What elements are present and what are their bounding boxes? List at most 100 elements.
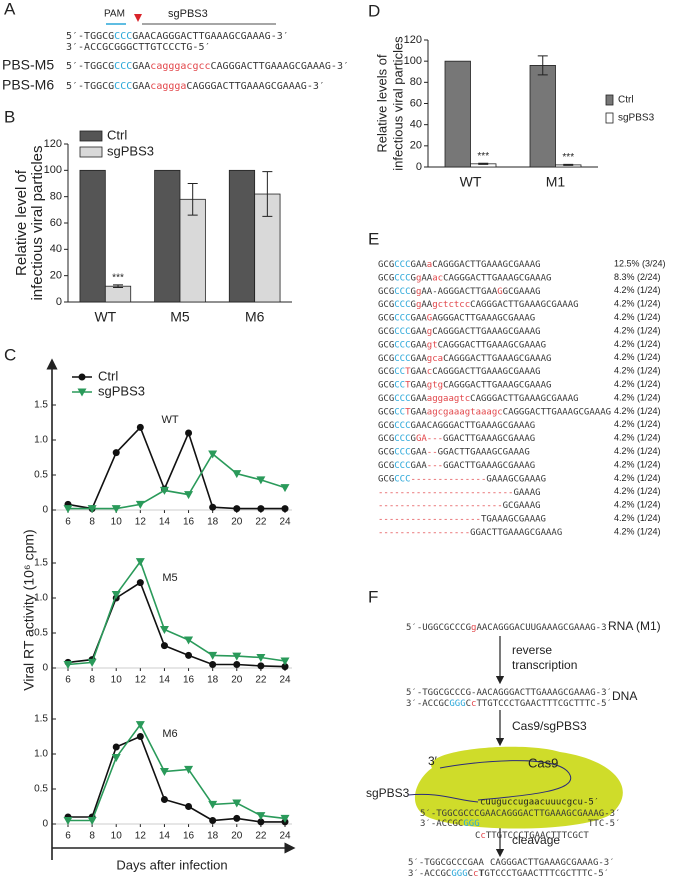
sequence-part: GGACTTGAAAGCGAAAG (443, 461, 535, 471)
sequence: GCGCCCGGA---GGACTTGAAAGCGAAAG (378, 434, 535, 444)
marker (184, 765, 194, 774)
sequence-part: GCG (378, 353, 394, 363)
marker (208, 450, 218, 459)
bar (529, 65, 556, 168)
marker (256, 654, 266, 662)
frequency: 4.2% (1/24) (614, 513, 661, 523)
sequence-part: G (427, 313, 432, 323)
marker (87, 817, 97, 825)
marker (112, 449, 120, 457)
sequence-part: CAGGGACTTGAAAGCGAAAG-3′ (186, 81, 324, 92)
sequence-part: T (405, 380, 411, 390)
error-bar (187, 183, 198, 216)
sequence-part: 5′-TGGCG (66, 61, 114, 72)
dna-label: DNA (612, 689, 637, 703)
sequence-part: CAGGGACTTGAAAGCGAAAG-3′ (211, 61, 349, 72)
mutant-name: PBS-M6 (2, 77, 54, 93)
marker (112, 743, 120, 751)
y-tick-label: 120 (44, 138, 62, 150)
y-tick-label: 100 (404, 55, 422, 67)
y-tick-label: 120 (404, 34, 422, 46)
marker (256, 812, 266, 821)
bar (228, 169, 256, 303)
sequence-part: CAGGGACTTGAAAGCGAAAG (432, 260, 540, 270)
sequence-part: CCC (394, 420, 410, 430)
sequence: -----------------GGACTTGAAAGCGAAAG (378, 528, 562, 538)
sequence-part: ------------------------- (378, 487, 513, 497)
y-tick-label: 0 (416, 161, 422, 173)
frequency: 4.2% (1/24) (614, 352, 661, 362)
x-tick-label: 22 (255, 517, 267, 528)
legend-swatch (605, 112, 614, 124)
sequence-part: 5′-TGGCG (66, 81, 114, 92)
y-tick-label: 0 (56, 296, 62, 308)
y-tick-label: 1.5 (34, 400, 48, 411)
y-tick-label: 20 (50, 270, 62, 282)
x-tick-label: 20 (231, 831, 243, 842)
guide-label: sgPBS3 (366, 786, 410, 800)
line (68, 735, 285, 823)
sequence-part: GAA (411, 260, 428, 270)
sequence-part: CAGGGACTTGAAAGCGAAAG-3′ (490, 858, 615, 868)
sequence: -----------------------GCGAAAG (378, 501, 541, 511)
marker (209, 661, 217, 668)
x-tick-label: M6 (245, 309, 265, 325)
legend-label: sgPBS3 (98, 383, 145, 398)
marker (256, 476, 266, 485)
significance: *** (562, 152, 574, 163)
sequence-part: GAA (411, 313, 428, 323)
marker (111, 754, 121, 762)
panel-label: F (368, 587, 378, 606)
x-tick-label: 12 (135, 517, 147, 528)
panel-label: B (4, 107, 15, 126)
sequence-part: c (480, 831, 485, 841)
y-axis-label: Relative levels of (374, 54, 389, 153)
sequence-part: GCGAAAG (503, 286, 541, 296)
sequence-part: 3′-ACCGC (420, 819, 463, 829)
y-tick-label: 80 (50, 191, 62, 203)
y-tick-label: 60 (410, 97, 422, 109)
sequence: GCGCCCGAACAGGGACTTGAAAGCGAAAG (378, 420, 535, 430)
sequence-part: c (427, 367, 432, 377)
sequence-part: GAA (411, 353, 428, 363)
sequence: GCGCCCGAAGAGGGACTTGAAAGCGAAAG (378, 313, 535, 323)
frequency: 4.2% (1/24) (614, 459, 661, 469)
bar (104, 285, 132, 303)
marker (63, 505, 73, 514)
marker (209, 503, 217, 511)
marker (280, 484, 290, 493)
y-axis-label: Relative level of (13, 169, 30, 276)
sequence-part: CAGGGACTTGAAAGCGAAAG (443, 273, 551, 283)
significance: *** (477, 151, 489, 162)
y-tick-label: 0.5 (34, 470, 48, 481)
sequence-part: g (471, 623, 476, 633)
marker (185, 803, 193, 810)
marker (87, 505, 97, 514)
sequence-part: gtg (427, 380, 443, 390)
frequency: 4.2% (1/24) (614, 526, 661, 536)
marker (185, 429, 193, 437)
sequence-part: CC (394, 407, 405, 417)
guide-end: 3′ (428, 754, 438, 768)
sequence-part: GCG (378, 407, 394, 417)
sequence-part: CAGGGACTTGAAAGCGAAAG (432, 367, 540, 377)
marker (160, 642, 168, 650)
marker (233, 505, 241, 513)
sequence-part: G (497, 286, 502, 296)
sequence-part: GCG (378, 260, 394, 270)
marker (135, 558, 145, 567)
marker (233, 661, 241, 668)
sequence-part: 3′-ACCGCGGGCTTGTCCCTG-5′ (66, 42, 211, 53)
sequence: GCGCCCGAAgCAGGGACTTGAAAGCGAAAG (378, 327, 541, 337)
bar (79, 169, 106, 303)
x-tick-label: 6 (65, 831, 71, 842)
sequence-part: g (427, 327, 432, 337)
y-axis-label: infectious viral particles (29, 145, 46, 300)
x-tick-label: 14 (159, 517, 171, 528)
x-tick-label: 24 (279, 831, 291, 842)
x-tick-label: 8 (89, 675, 95, 686)
sequence-part: 5′-UGGCGCCCG (406, 623, 471, 633)
marker (232, 799, 242, 808)
sequence-part: CAGGGACTTGAAAGCGAAAG (443, 380, 551, 390)
